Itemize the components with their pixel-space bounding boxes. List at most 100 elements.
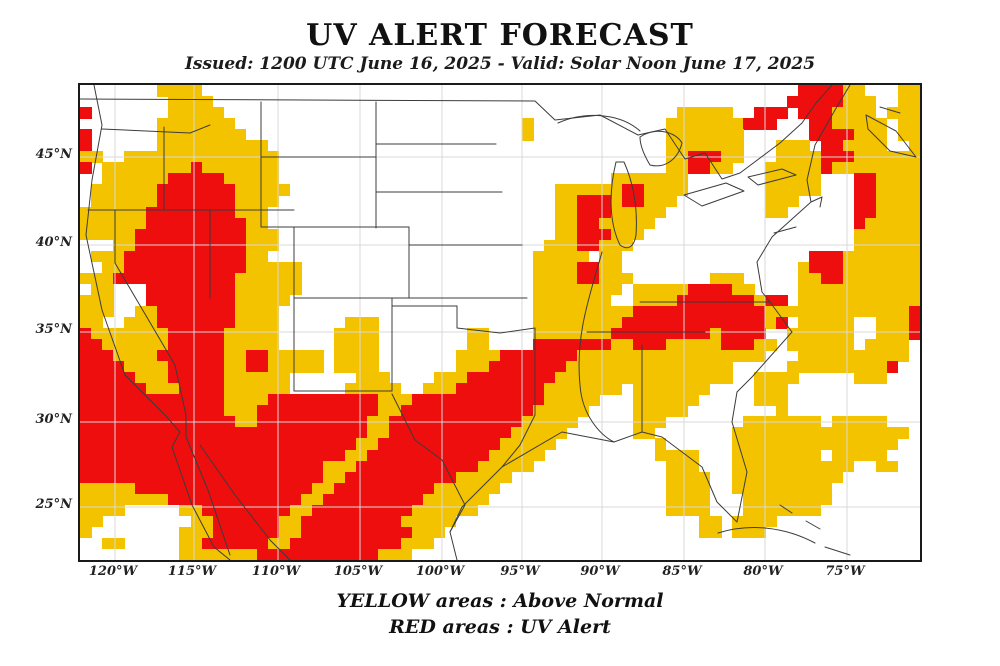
above-normal-cell xyxy=(765,504,777,517)
above-normal-cell xyxy=(798,493,810,506)
above-normal-cell xyxy=(864,294,877,307)
uv-alert-cell xyxy=(356,493,368,506)
above-normal-cell xyxy=(654,350,667,362)
above-normal-cell xyxy=(544,305,556,318)
uv-alert-cell xyxy=(687,151,700,163)
above-normal-cell xyxy=(334,460,346,473)
above-normal-cell xyxy=(245,261,258,274)
uv-alert-cell xyxy=(687,328,700,340)
above-normal-cell xyxy=(345,350,357,362)
uv-alert-cell xyxy=(356,460,368,473)
above-normal-cell xyxy=(743,471,755,484)
uv-alert-cell xyxy=(190,416,203,428)
uv-alert-cell xyxy=(477,383,490,395)
above-normal-cell xyxy=(754,515,766,528)
above-normal-cell xyxy=(665,339,678,351)
uv-alert-cell xyxy=(278,449,291,462)
above-normal-cell xyxy=(610,272,623,285)
above-normal-cell xyxy=(687,118,700,130)
above-normal-cell xyxy=(135,350,147,362)
uv-alert-cell xyxy=(212,372,225,384)
uv-alert-cell xyxy=(168,228,180,241)
above-normal-cell xyxy=(665,372,678,384)
above-normal-cell xyxy=(787,162,799,174)
above-normal-cell xyxy=(632,361,645,373)
above-normal-cell xyxy=(886,427,899,439)
uv-alert-cell xyxy=(798,107,810,119)
uv-alert-cell xyxy=(80,427,92,439)
above-normal-cell xyxy=(566,195,578,207)
uv-alert-cell xyxy=(168,427,180,439)
uv-alert-cell xyxy=(113,460,125,473)
above-normal-cell xyxy=(345,328,357,340)
uv-alert-cell xyxy=(190,471,203,484)
above-normal-cell xyxy=(500,438,512,451)
uv-alert-cell xyxy=(223,537,236,550)
above-normal-cell xyxy=(599,283,612,296)
above-normal-cell xyxy=(234,548,247,560)
above-normal-cell xyxy=(643,294,656,307)
above-normal-cell xyxy=(267,162,280,174)
uv-alert-cell xyxy=(632,305,645,318)
above-normal-cell xyxy=(80,272,92,285)
above-normal-cell xyxy=(267,305,280,318)
uv-alert-cell xyxy=(389,427,402,439)
uv-alert-cell xyxy=(312,515,324,528)
above-normal-cell xyxy=(356,350,368,362)
uv-alert-cell xyxy=(312,394,324,406)
uv-alert-cell xyxy=(511,350,523,362)
above-normal-cell xyxy=(124,228,136,241)
above-normal-cell xyxy=(687,504,700,517)
above-normal-cell xyxy=(842,283,855,296)
above-normal-cell xyxy=(256,195,269,207)
uv-alert-cell xyxy=(256,471,269,484)
above-normal-cell xyxy=(754,294,766,307)
uv-alert-cell xyxy=(146,272,158,285)
above-normal-cell xyxy=(146,328,158,340)
uv-alert-cell xyxy=(323,394,335,406)
above-normal-cell xyxy=(897,239,910,252)
uv-alert-cell xyxy=(610,328,623,340)
above-normal-cell xyxy=(632,427,645,439)
above-normal-cell xyxy=(544,416,556,428)
above-normal-cell xyxy=(875,173,888,185)
uv-alert-cell xyxy=(301,471,313,484)
above-normal-cell xyxy=(234,162,247,174)
above-normal-cell xyxy=(676,162,689,174)
above-normal-cell xyxy=(776,184,788,196)
above-normal-cell xyxy=(798,328,810,340)
uv-alert-cell xyxy=(80,350,92,362)
uv-alert-cell xyxy=(721,328,733,340)
uv-alert-cell xyxy=(389,460,402,473)
uv-alert-cell xyxy=(312,460,324,473)
uv-alert-cell xyxy=(710,283,722,296)
uv-alert-cell xyxy=(245,449,258,462)
uv-alert-cell xyxy=(743,305,755,318)
uv-alert-cell xyxy=(168,206,180,219)
above-normal-cell xyxy=(80,228,92,241)
above-normal-cell xyxy=(687,339,700,351)
above-normal-cell xyxy=(555,239,567,252)
uv-alert-cell xyxy=(444,438,457,451)
above-normal-cell xyxy=(643,184,656,196)
above-normal-cell xyxy=(908,140,920,152)
above-normal-cell xyxy=(864,361,877,373)
above-normal-cell xyxy=(179,118,192,130)
above-normal-cell xyxy=(765,449,777,462)
uv-alert-cell xyxy=(422,394,435,406)
above-normal-cell xyxy=(356,361,368,373)
above-normal-cell xyxy=(212,151,225,163)
above-normal-cell xyxy=(433,372,446,384)
above-normal-cell xyxy=(102,184,114,196)
above-normal-cell xyxy=(765,427,777,439)
legend-above-normal: YELLOW areas : Above Normal xyxy=(336,590,664,612)
above-normal-cell xyxy=(886,350,899,362)
above-normal-cell xyxy=(743,283,755,296)
above-normal-cell xyxy=(754,471,766,484)
above-normal-cell xyxy=(687,471,700,484)
above-normal-cell xyxy=(776,394,788,406)
uv-alert-cell xyxy=(201,239,214,252)
above-normal-cell xyxy=(367,328,379,340)
above-normal-cell xyxy=(621,217,634,230)
above-normal-cell xyxy=(621,350,634,362)
